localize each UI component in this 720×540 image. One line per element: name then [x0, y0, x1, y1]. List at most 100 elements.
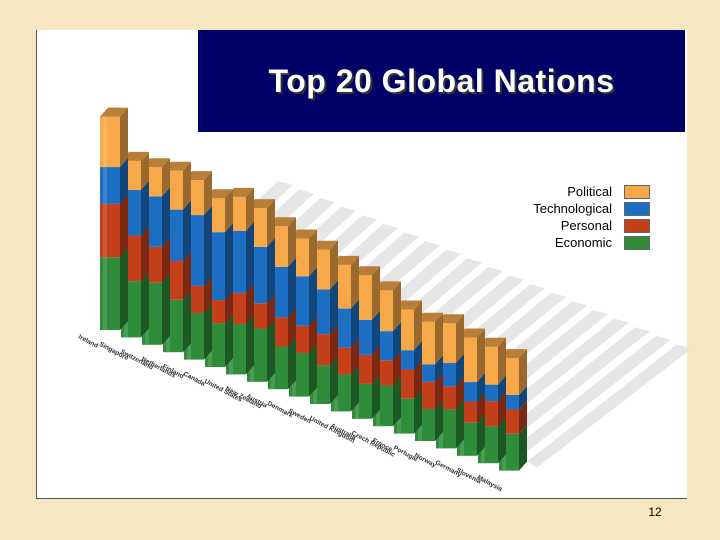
bar-segment-side	[435, 372, 443, 409]
bar-top-face	[100, 107, 128, 117]
bar-segment-side	[309, 343, 317, 397]
bar-segment-side	[477, 373, 485, 402]
bar-segment-side	[519, 349, 527, 395]
bar-shadow	[506, 335, 671, 461]
bar-segment-side	[246, 314, 254, 375]
bar-segment-side	[456, 314, 464, 364]
bar-segment-side	[330, 240, 338, 290]
bar-segment-highlight	[103, 116, 107, 168]
bar-segment-side	[120, 194, 128, 258]
bar-segment-side	[351, 255, 359, 309]
bar-segment-side	[498, 392, 506, 427]
bar-segment-side	[204, 304, 212, 360]
bar-segment-side	[456, 354, 464, 387]
bar-segment-side	[435, 312, 443, 365]
bar-segment-side	[183, 290, 191, 353]
legend-item-political: Political	[470, 183, 650, 200]
category-label: Malaysia	[476, 474, 504, 493]
chart-legend: Political Technological Personal Economi…	[470, 183, 650, 251]
bar-segment-side	[246, 221, 254, 293]
bar-segment-side	[288, 308, 296, 347]
bar-segment-side	[204, 171, 212, 216]
bar-segment-side	[162, 237, 170, 283]
bar-segment-side	[204, 276, 212, 314]
category-label: Ireland	[77, 334, 99, 350]
bar-segment-side	[435, 355, 443, 382]
bar-segment-side	[288, 217, 296, 267]
category-label: Norway	[413, 452, 437, 469]
bar-segment-side	[120, 107, 128, 168]
bar-segment-side	[414, 389, 422, 434]
bar-segment-highlight	[103, 257, 107, 330]
bar-segment-side	[498, 417, 506, 464]
bar-shadow	[527, 344, 692, 468]
bar-segment-side	[141, 151, 149, 190]
bar-segment-side	[330, 356, 338, 404]
bar-segment-side	[288, 257, 296, 318]
slide-title: Top 20 Global Nations	[268, 62, 615, 99]
bar-segment-side	[225, 189, 233, 233]
bar-segment-side	[477, 328, 485, 383]
bar-segment-side	[225, 314, 233, 367]
legend-swatch	[624, 235, 650, 250]
bar-segment-side	[393, 351, 401, 386]
bar-stack	[100, 107, 128, 330]
bar-segment-side	[330, 280, 338, 335]
bar-segment-side	[519, 400, 527, 434]
legend-item-personal: Personal	[470, 217, 650, 234]
legend-label: Technological	[533, 201, 612, 216]
bar-segment-side	[183, 161, 191, 210]
bar-segment-side	[351, 338, 359, 375]
bar-segment-side	[372, 310, 380, 355]
legend-label: Political	[567, 184, 612, 199]
bar-segment-side	[330, 325, 338, 366]
legend-label: Personal	[560, 218, 612, 233]
bar-segment-side	[288, 337, 296, 390]
bar-segment-side	[267, 199, 275, 247]
bar-segment-side	[372, 345, 380, 384]
bar-segment-side	[225, 291, 233, 324]
bar-segment-side	[456, 377, 464, 410]
title-banner: Top 20 Global Nations	[198, 30, 685, 132]
bar-segment-side	[267, 237, 275, 304]
bar-segment-side	[519, 424, 527, 471]
legend-swatch	[624, 218, 650, 233]
bar-segment-side	[309, 229, 317, 277]
bar-segment-side	[120, 158, 128, 204]
bar-segment-side	[351, 299, 359, 348]
bar-segment-side	[162, 187, 170, 247]
bar-segment-side	[309, 316, 317, 353]
bar-segment-side	[183, 252, 191, 300]
bar-segment-side	[183, 200, 191, 262]
page-number: 12	[648, 505, 662, 519]
bar-segment-side	[519, 385, 527, 410]
bar-segment-side	[414, 341, 422, 370]
legend-item-economic: Economic	[470, 234, 650, 251]
bar-segment-side	[456, 400, 464, 449]
bar-segment-side	[162, 158, 170, 197]
legend-item-technological: Technological	[470, 200, 650, 217]
bar-segment-side	[393, 281, 401, 332]
bar-segment-side	[141, 226, 149, 282]
legend-swatch	[624, 201, 650, 216]
bar-segment-side	[267, 294, 275, 329]
bar-segment-side	[141, 272, 149, 338]
bar-segment-side	[120, 248, 128, 330]
bar-segment-side	[477, 413, 485, 456]
bar-segment-side	[435, 399, 443, 441]
bar-segment-side	[309, 267, 317, 326]
category-label: Canada	[182, 371, 206, 388]
bar-segment-highlight	[103, 203, 107, 258]
bar-segment-side	[372, 374, 380, 419]
bar-segment-side	[351, 365, 359, 412]
bar-segment-side	[267, 319, 275, 382]
bar-segment-side	[246, 187, 254, 231]
legend-swatch	[624, 184, 650, 199]
bar-segment-side	[246, 283, 254, 324]
bar-segment-side	[477, 392, 485, 423]
bar-segment-side	[393, 322, 401, 361]
bar-segment-side	[498, 337, 506, 385]
legend-label: Economic	[554, 235, 612, 250]
bars	[100, 107, 527, 471]
bar-segment-side	[225, 223, 233, 301]
